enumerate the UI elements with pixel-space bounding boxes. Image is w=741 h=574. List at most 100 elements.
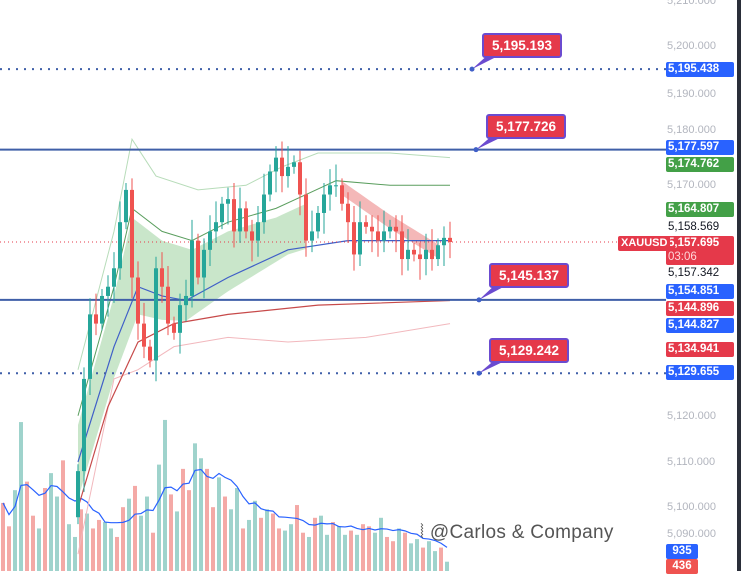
price-callout[interactable]: 5,195.193 — [482, 33, 563, 58]
candle-body — [418, 254, 422, 260]
volume-bar — [91, 528, 95, 571]
candle-body — [208, 231, 212, 250]
candle-body — [76, 471, 80, 518]
price-label: 5,177.597 — [666, 140, 734, 155]
volume-bar — [325, 534, 329, 571]
symbol-tag: XAUUSD — [618, 236, 671, 251]
volume-bar — [37, 528, 41, 571]
axis-tick-label: 5,090.000 — [667, 528, 716, 540]
candle-body — [376, 231, 380, 241]
volume-bar — [103, 522, 107, 571]
volume-bar — [295, 505, 299, 571]
volume-bar — [271, 513, 275, 571]
price-label-text: 5,157.342 — [668, 267, 720, 279]
price-label: 5,195.438 — [666, 62, 734, 77]
candle-body — [394, 226, 398, 232]
price-label: 5,129.655 — [666, 365, 734, 380]
price-label: 5,134.941 — [666, 342, 734, 357]
price-label-text: 5,164.807 — [668, 203, 720, 215]
price-callout[interactable]: 5,129.242 — [489, 338, 570, 363]
volume-bar — [433, 551, 437, 571]
red-ma-line — [77, 299, 451, 509]
candle-body — [112, 268, 116, 287]
volume-bar — [313, 517, 317, 571]
upper-band-line — [77, 137, 451, 370]
candle-body — [220, 203, 224, 223]
volume-bar — [109, 528, 113, 571]
candle-body — [166, 286, 170, 324]
axis-tick-label: 5,180.000 — [667, 124, 716, 136]
price-label-text: 5,129.655 — [668, 366, 720, 378]
candle-body — [244, 208, 248, 232]
price-label: 5,157.695 03:06 — [666, 236, 734, 265]
candle-body — [436, 245, 440, 260]
volume-bar — [445, 561, 449, 571]
candle-body — [160, 268, 164, 287]
volume-bar — [157, 464, 161, 571]
candle-body — [316, 212, 320, 232]
volume-bar — [31, 515, 35, 571]
volume-bar — [139, 515, 143, 571]
candle-body — [136, 277, 140, 324]
candle-body — [262, 194, 266, 223]
volume-bar — [169, 494, 173, 571]
volume-bar — [397, 528, 401, 571]
candle-body — [256, 222, 260, 241]
candle-body — [304, 194, 308, 241]
volume-bar — [439, 547, 443, 571]
price-label-text: 5,144.896 — [668, 302, 720, 314]
volume-bar — [49, 473, 53, 571]
candle-body — [388, 226, 392, 232]
candle-body — [172, 323, 176, 333]
volume-bar — [145, 496, 149, 571]
volume-bar — [361, 524, 365, 571]
candle-body — [382, 231, 386, 241]
price-callout[interactable]: 5,145.137 — [489, 263, 570, 288]
candle-body — [412, 249, 416, 255]
axis-tick-label: 5,170.000 — [667, 179, 716, 191]
anchor-point — [469, 66, 475, 72]
price-axis-border — [737, 0, 741, 571]
volume-bar — [97, 519, 101, 571]
volume-bar — [211, 507, 215, 571]
price-label: 5,174.762 — [666, 157, 734, 172]
candle-body — [232, 199, 236, 232]
price-label-text: 5,144.827 — [668, 319, 720, 331]
candle-body — [250, 231, 254, 241]
volume-bar — [67, 524, 71, 571]
price-label: 5,144.827 — [666, 318, 734, 333]
volume-bar — [385, 536, 389, 571]
candle-body — [364, 222, 368, 227]
candle-body — [400, 231, 404, 260]
candle-body — [154, 268, 158, 361]
volume-bar — [301, 532, 305, 571]
volume-bar — [379, 517, 383, 571]
volume-bar — [115, 536, 119, 571]
candle-body — [286, 166, 290, 177]
volume-bar — [277, 528, 281, 571]
volume-bar — [373, 532, 377, 571]
volume-bar — [73, 536, 77, 571]
red-cloud — [342, 181, 438, 259]
volume-label: 935 — [666, 544, 698, 559]
candle-body — [196, 240, 200, 278]
candle-body — [82, 378, 86, 472]
volume-bar — [337, 526, 341, 571]
price-callout[interactable]: 5,177.726 — [486, 114, 567, 139]
candle-body — [334, 185, 338, 187]
volume-bar — [85, 513, 89, 571]
anchor-point — [473, 147, 479, 153]
candle-body — [370, 226, 374, 232]
price-label-text: 5,174.762 — [668, 158, 720, 170]
volume-label: 436 — [666, 559, 698, 574]
candle-body — [430, 249, 434, 260]
candle-body — [148, 346, 152, 361]
candle-body — [358, 222, 362, 255]
volume-bar — [427, 541, 431, 571]
candle-body — [124, 189, 128, 223]
candle-body — [88, 314, 92, 379]
candle-body — [226, 199, 230, 204]
volume-bar — [235, 488, 239, 571]
candle-body — [118, 222, 122, 269]
